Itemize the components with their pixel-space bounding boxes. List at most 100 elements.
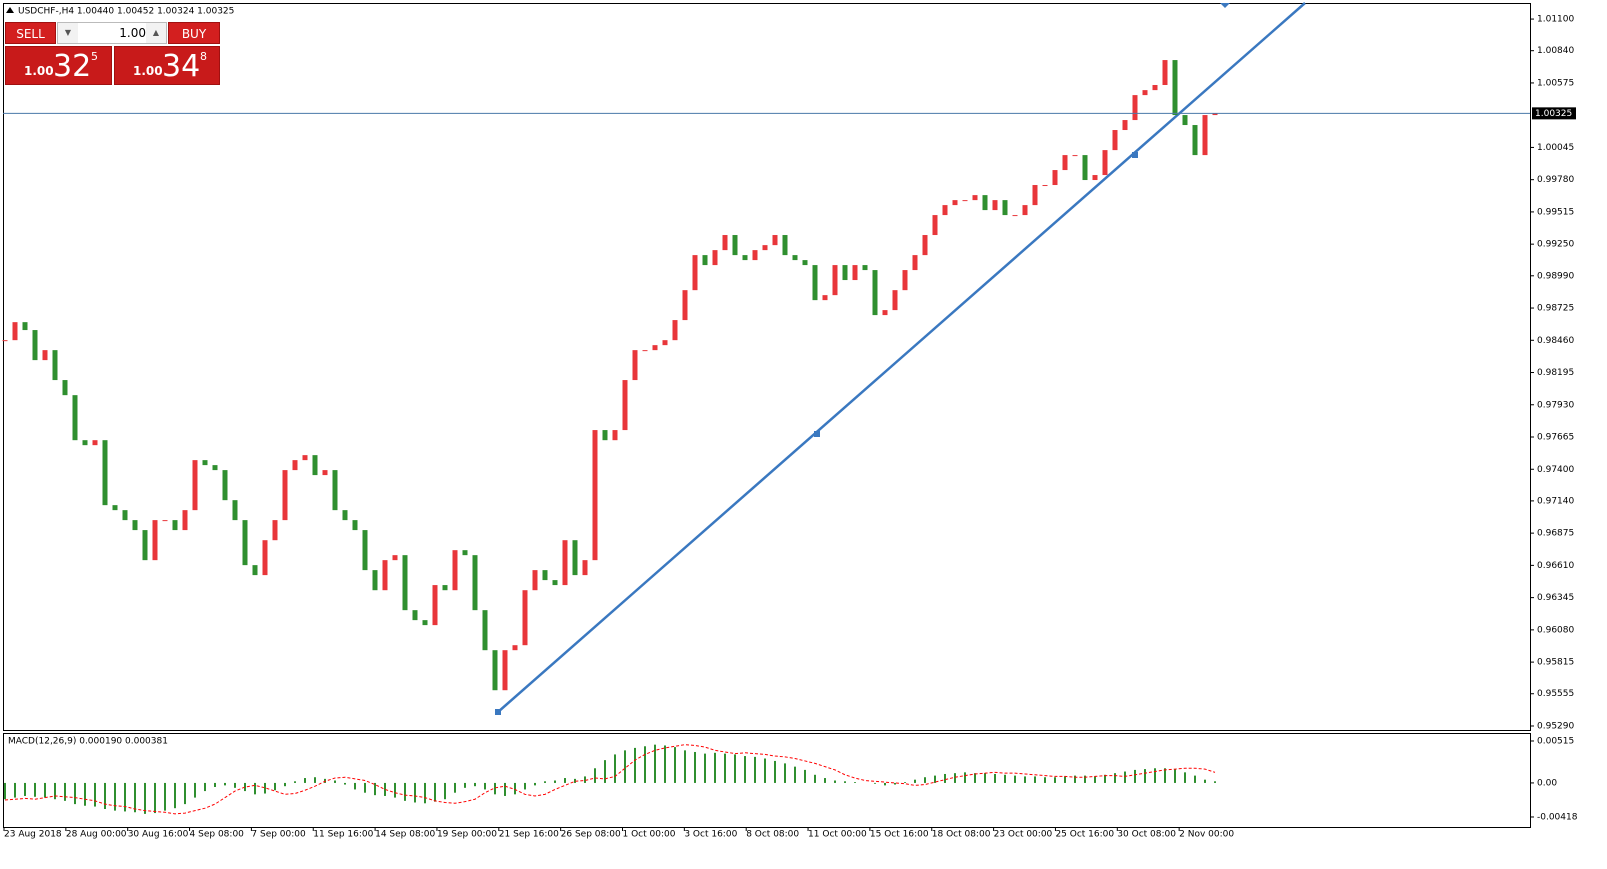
candle [582,560,588,576]
y-tick-label: 0.96080 [1537,625,1574,635]
candle [142,530,148,561]
buy-quote[interactable]: 1.00 34 8 [114,46,220,85]
candle [612,430,618,441]
candle [1002,200,1008,216]
candle [982,195,988,211]
candle [1202,115,1208,156]
candle [782,235,788,256]
candle [682,290,688,321]
candle [272,520,278,541]
x-tick-label: 14 Sep 08:00 [375,830,435,840]
sell-quote[interactable]: 1.00 32 5 [5,46,112,85]
x-tick-label: 30 Aug 16:00 [128,830,189,840]
y-tick-label: 0.99515 [1537,207,1574,217]
candle [952,200,958,206]
candle [1072,155,1078,157]
candle [402,555,408,611]
candle [812,265,818,301]
x-tick-label: 30 Oct 08:00 [1117,830,1176,840]
x-tick-label: 23 Aug 2018 [4,830,62,840]
candle [102,440,108,506]
candle [322,470,328,476]
candle [112,505,118,511]
candle [462,550,468,556]
candle [842,265,848,281]
candle [392,555,398,561]
lot-down[interactable]: ▼ [64,28,72,37]
current-price-label: 1.00325 [1535,109,1572,119]
trade-panel: SELL ▼ 1.00 ▲ BUY 1.00 32 5 1.00 34 8 [5,22,220,85]
candle [1032,185,1038,206]
lot-up[interactable]: ▲ [152,28,160,37]
trend-handle [814,431,820,437]
quote-prefix: 1.00 [24,64,54,78]
candle [412,610,418,621]
candle [1092,175,1098,181]
x-tick-label: 26 Sep 08:00 [561,830,621,840]
candle [972,195,978,201]
y-tick-label: 0.98725 [1537,304,1574,314]
x-tick-label: 28 Aug 00:00 [66,830,127,840]
candle [532,570,538,591]
candle [632,350,638,381]
y-tick-label: 1.00575 [1537,78,1574,88]
candle [692,255,698,291]
x-tick-label: 8 Oct 08:00 [746,830,799,840]
candle [382,560,388,591]
candle [222,470,228,501]
quote-pips: 32 [53,49,92,84]
candle [1132,95,1138,121]
y-tick-label: 0.96875 [1537,529,1574,539]
candle [52,350,58,381]
y-tick-label: 0.99250 [1537,240,1574,250]
x-tick-label: 1 Oct 00:00 [623,830,676,840]
candle [752,250,758,261]
candle [152,520,158,561]
candle [1152,85,1158,91]
candle [302,455,308,461]
buy-button[interactable]: BUY [168,22,220,44]
candle [442,585,448,591]
y-tick-label: 0.95555 [1537,689,1574,699]
candle [742,255,748,261]
candle [1102,150,1108,176]
candle [962,200,968,202]
y-tick-label: 1.00045 [1537,143,1574,153]
candle [1192,125,1198,156]
y-tick-label: 1.00840 [1537,46,1574,56]
candle [902,270,908,291]
candle [672,320,678,341]
candle [1122,120,1128,131]
candle [262,540,268,576]
y-tick-label: 0.99780 [1537,175,1574,185]
chart-title: USDCHF-,H4 1.00440 1.00452 1.00324 1.003… [18,7,234,17]
candle [472,555,478,611]
macd-title: MACD(12,26,9) 0.000190 0.000381 [8,737,168,747]
candle [592,430,598,561]
lot-spinner: ▼ 1.00 ▲ [57,22,167,44]
candle [862,265,868,271]
candle [352,520,358,531]
sell-button[interactable]: SELL [5,22,56,44]
candle [202,460,208,466]
candle [162,520,168,522]
candle [192,460,198,511]
candle [642,350,648,352]
candle [702,255,708,266]
candle [1082,155,1088,181]
candle [802,260,808,266]
y-tick-label: 0.97140 [1537,496,1574,506]
candle [312,455,318,476]
candle [942,205,948,216]
x-tick-label: 19 Sep 00:00 [437,830,497,840]
candle [1162,60,1168,86]
candle [12,322,18,341]
y-tick-label: 0.97930 [1537,400,1574,410]
trend-arrow [1220,3,1230,8]
candle [762,245,768,251]
lot-input[interactable]: 1.00 [78,23,146,43]
candle [542,570,548,581]
candle [912,255,918,271]
macd-pane [3,733,1531,828]
